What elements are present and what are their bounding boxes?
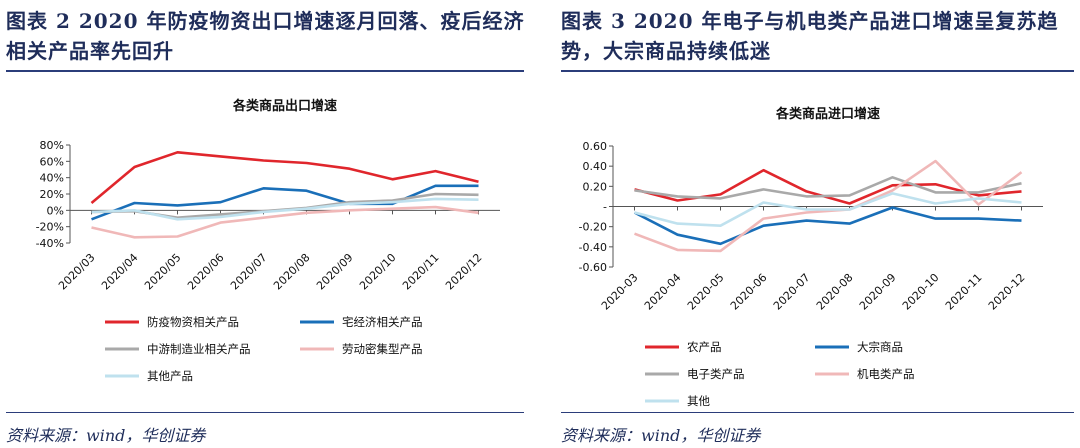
x-tick-label: 2020-08 [814,271,856,313]
legend-label: 机电类产品 [857,367,915,381]
right-title-rule [561,70,1074,72]
x-tick-label: 2020-06 [728,271,770,313]
left-source-rule [6,412,524,413]
right-source-note: 资料来源：wind，华创证券 [561,426,761,445]
y-tick-label: 0.40 [583,160,608,173]
series-line-大宗商品 [633,206,1022,246]
left-title-rule [6,70,524,72]
legend-label: 劳动密集型产品 [342,342,423,356]
series-line-宅经济相关产品 [91,184,479,221]
right-figure-panel: 图表 3 2020 年电子与机电类产品进口增速呈复苏趋势，大宗商品持续低迷 各类… [555,0,1080,448]
x-tick-label: 2020/10 [357,251,399,293]
x-tick-label: 2020/07 [228,251,270,293]
legend-label: 电子类产品 [687,367,745,381]
left-figure-title: 图表 2 2020 年防疫物资出口增速逐月回落、疫后经济相关产品率先回升 [6,9,525,63]
legend-item: 劳动密集型产品 [300,342,423,356]
x-tick-label: 2020-12 [986,271,1028,313]
legend-item: 农产品 [645,340,722,354]
x-tick-label: 2020/11 [400,251,442,293]
legend-item: 大宗商品 [815,340,903,354]
legend-item: 其他产品 [105,369,193,383]
x-tick-label: 2020-09 [857,271,899,313]
y-tick-label: -0.20 [579,221,607,234]
y-tick-label: 60% [40,155,64,168]
y-tick-label: 80% [40,139,64,152]
import-growth-chart: 各类商品进口增速0.600.400.20--0.20-0.40-0.602020… [579,106,1043,408]
y-tick-label: -40% [36,237,64,250]
y-tick-label: -20% [36,221,64,234]
right-figure-title: 图表 3 2020 年电子与机电类产品进口增速呈复苏趋势，大宗商品持续低迷 [561,9,1059,63]
legend-label: 宅经济相关产品 [342,315,423,329]
x-tick-label: 2020/03 [56,251,98,293]
series-line-劳动密集型产品 [91,205,479,239]
x-tick-label: 2020/08 [271,251,313,293]
x-tick-label: 2020-03 [599,271,641,313]
x-tick-label: 2020-05 [685,271,727,313]
legend-item: 其他 [645,394,710,408]
y-tick-label: 0.60 [583,140,608,153]
legend-item: 防疫物资相关产品 [105,315,239,329]
y-tick-label: 0% [47,204,64,217]
y-tick-label: -0.40 [579,241,607,254]
series-line-电子类产品 [634,176,1022,200]
series-line-防疫物资相关产品 [90,151,479,204]
left-figure-panel: 图表 2 2020 年防疫物资出口增速逐月回落、疫后经济相关产品率先回升 各类商… [0,0,530,448]
chart-title: 各类商品进口增速 [775,106,880,122]
x-tick-label: 2020-07 [771,271,813,313]
legend-label: 大宗商品 [857,340,903,354]
legend-item: 机电类产品 [815,367,915,381]
right-source-rule [561,412,1074,413]
left-source-note: 资料来源：wind，华创证券 [6,426,206,445]
legend-item: 宅经济相关产品 [300,315,423,329]
legend-label: 其他 [687,394,710,408]
y-tick-label: -0.60 [579,261,607,274]
x-tick-label: 2020-10 [900,271,942,313]
series-line-其他产品 [91,197,479,221]
legend-label: 防疫物资相关产品 [147,315,239,329]
x-tick-label: 2020-04 [642,271,684,313]
x-tick-label: 2020/04 [99,251,141,293]
legend-item: 电子类产品 [645,367,745,381]
legend-label: 农产品 [687,340,722,354]
x-tick-label: 2020/09 [314,251,356,293]
y-tick-label: 20% [40,188,64,201]
y-tick-label: 0.20 [583,180,608,193]
series-line-机电类产品 [634,159,1023,253]
legend-item: 中游制造业相关产品 [105,342,251,356]
x-tick-label: 2020/12 [443,251,485,293]
series-line-农产品 [634,168,1022,205]
legend-label: 中游制造业相关产品 [147,342,251,356]
x-tick-label: 2020-11 [943,271,985,313]
y-tick-label: - [603,201,607,214]
series-line-其他 [634,192,1022,227]
y-tick-label: 40% [40,172,64,185]
legend-label: 其他产品 [147,369,193,383]
x-tick-label: 2020/05 [142,251,184,293]
x-tick-label: 2020/06 [185,251,227,293]
chart-title: 各类商品出口增速 [232,98,337,114]
